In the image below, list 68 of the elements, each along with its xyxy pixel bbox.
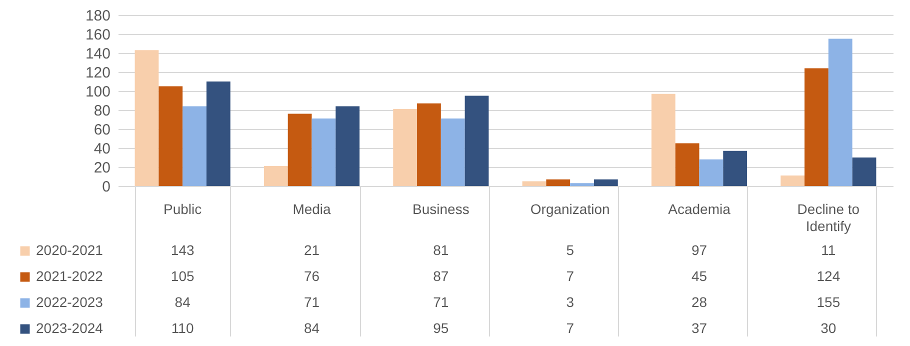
y-tick-label: 40 [94, 140, 110, 158]
data-label: 71 [304, 294, 320, 310]
bar [699, 159, 724, 186]
bar [675, 143, 700, 186]
x-tick-label: Decline to Identify [797, 201, 860, 234]
y-tick-label: 140 [85, 46, 110, 62]
bar [723, 150, 748, 186]
bar [804, 68, 828, 186]
data-label: 143 [170, 242, 194, 258]
data-label: 11 [821, 242, 836, 258]
data-label: 84 [174, 294, 191, 310]
bar [336, 106, 360, 186]
y-tick-label: 60 [94, 122, 110, 138]
data-label: 155 [816, 294, 840, 310]
bar [134, 50, 159, 186]
legend-label: 2021-2022 [36, 268, 104, 284]
x-tick-label: Academia [668, 201, 731, 217]
data-label: 95 [433, 320, 449, 336]
data-label: 28 [691, 294, 708, 310]
bar [440, 118, 465, 186]
data-label: 3 [566, 294, 574, 310]
legend-label: 2022-2023 [36, 294, 104, 310]
bar [828, 38, 852, 186]
bar [522, 181, 546, 186]
bar [182, 106, 206, 186]
data-label: 81 [433, 242, 449, 258]
x-tick-label: Media [292, 201, 332, 217]
y-tick-label: 180 [85, 8, 110, 24]
bar [206, 82, 230, 186]
x-tick-label: Business [412, 201, 470, 217]
data-label: 7 [566, 320, 574, 336]
bar [594, 179, 618, 186]
data-label: 76 [304, 268, 320, 284]
data-label: 87 [433, 268, 449, 284]
bar [570, 183, 594, 186]
bar [417, 103, 441, 186]
y-tick-label: 100 [85, 84, 110, 100]
data-label: 5 [566, 242, 574, 258]
bar [393, 109, 418, 186]
x-tick-label: Public [164, 201, 202, 217]
bar [780, 176, 805, 186]
y-tick-label: 0 [102, 178, 110, 196]
data-label: 7 [566, 268, 574, 284]
data-label: 84 [304, 320, 320, 336]
data-label: 105 [170, 268, 194, 284]
bar [852, 158, 876, 186]
y-tick-label: 80 [94, 102, 110, 120]
data-label: 45 [691, 268, 708, 284]
data-label: 110 [171, 320, 194, 336]
y-tick-label: 20 [94, 160, 110, 176]
data-label: 21 [304, 242, 320, 258]
bar [464, 96, 489, 186]
x-tick-label: Organization [530, 201, 610, 217]
legend-label: 2020-2021 [36, 242, 104, 258]
data-label: 97 [691, 242, 708, 258]
bar [288, 114, 312, 186]
bar [546, 179, 570, 186]
data-label: 37 [691, 320, 708, 336]
bar [651, 94, 676, 186]
bar [264, 166, 288, 186]
data-label: 71 [433, 294, 449, 310]
legend-label: 2023-2024 [36, 320, 104, 336]
data-label: 124 [816, 268, 840, 284]
bar [312, 118, 336, 186]
bar [158, 86, 183, 186]
y-tick-label: 120 [85, 64, 110, 82]
data-label: 30 [820, 320, 836, 336]
y-tick-label: 160 [85, 26, 110, 44]
